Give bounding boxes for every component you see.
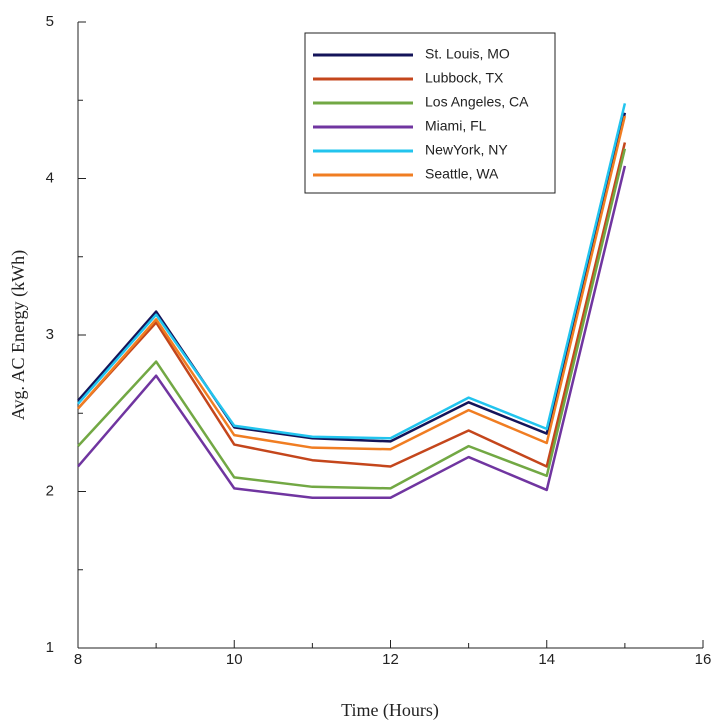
x-tick-label: 14 [538, 651, 555, 668]
series-line [77, 142, 627, 468]
legend-label: Miami, FL [425, 118, 487, 134]
legend-label: St. Louis, MO [425, 46, 510, 62]
legend-label: Seattle, WA [425, 166, 499, 182]
series-line [77, 103, 627, 440]
x-axis-title: Time (Hours) [341, 700, 439, 721]
x-tick-label: 10 [226, 651, 243, 668]
legend-label: Lubbock, TX [425, 70, 504, 86]
x-tick-label: 16 [695, 651, 712, 668]
series-line [77, 165, 627, 500]
y-tick-label: 3 [46, 326, 54, 343]
x-tick-label: 8 [74, 651, 82, 668]
series-line [77, 115, 627, 451]
y-axis-title: Avg. AC Energy (kWh) [8, 250, 29, 420]
legend-box [304, 32, 556, 194]
y-tick-label: 1 [46, 639, 54, 656]
y-tick-label: 5 [46, 13, 54, 30]
series-line [77, 112, 627, 443]
legend-label: NewYork, NY [425, 142, 508, 158]
series-line [77, 148, 627, 490]
y-tick-label: 2 [46, 482, 54, 499]
y-tick-label: 4 [46, 169, 54, 186]
legend-label: Los Angeles, CA [425, 94, 529, 110]
x-tick-label: 12 [382, 651, 399, 668]
